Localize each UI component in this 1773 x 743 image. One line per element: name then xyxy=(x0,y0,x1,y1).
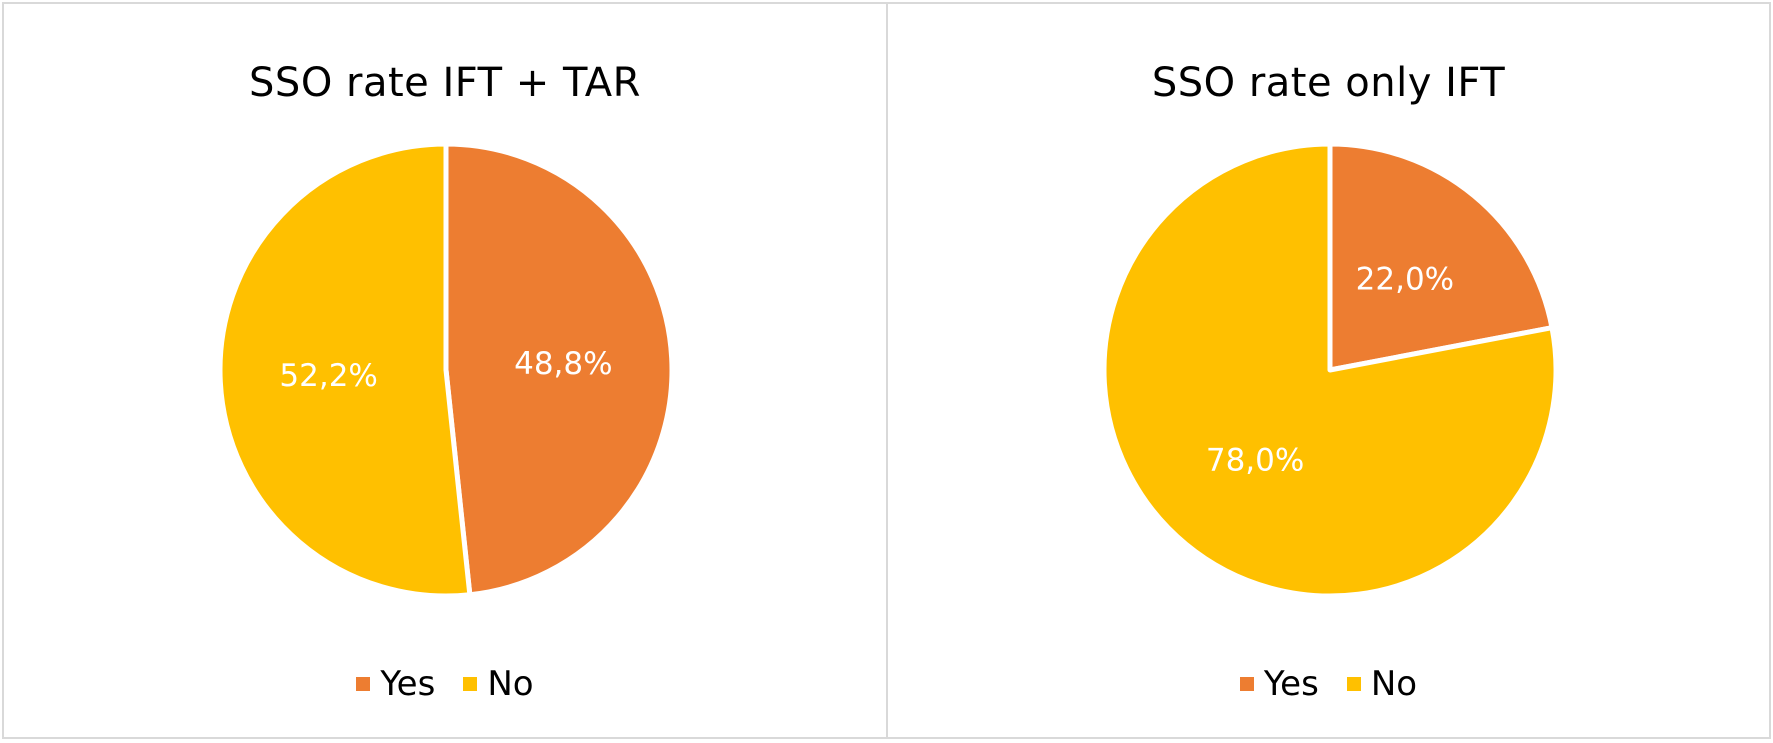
legend-item-yes: Yes xyxy=(356,664,435,704)
pie-slice-no xyxy=(1101,141,1559,599)
legend-item-no: No xyxy=(1346,664,1418,704)
data-label-yes: 48,8% xyxy=(514,346,612,382)
pie-slice-yes xyxy=(443,141,675,598)
legend-swatch-yes xyxy=(356,677,371,691)
legend-label-no: No xyxy=(1370,664,1418,704)
legend-label-yes: Yes xyxy=(1263,664,1319,704)
legend-swatch-no xyxy=(1346,677,1361,691)
chart-legend: Yes No xyxy=(4,664,886,704)
data-label-no: 78,0% xyxy=(1206,443,1304,479)
pie-chart-panel-2: SSO rate only IFT 22,0% 78,0% Yes No xyxy=(886,2,1771,739)
legend-swatch-yes xyxy=(1239,677,1254,691)
data-label-no: 52,2% xyxy=(279,358,377,394)
pie-chart-1: 48,8% 52,2% xyxy=(217,141,675,599)
legend-item-no: No xyxy=(463,664,534,704)
pie-chart-panel-1: SSO rate IFT + TAR 48,8% 52,2% Yes No xyxy=(2,2,888,739)
legend-label-no: No xyxy=(487,664,534,704)
chart-legend: Yes No xyxy=(888,664,1769,704)
legend-label-yes: Yes xyxy=(380,664,436,704)
legend-swatch-no xyxy=(463,677,478,691)
chart-title: SSO rate only IFT xyxy=(1151,60,1506,106)
chart-title: SSO rate IFT + TAR xyxy=(249,60,641,106)
pie-slice-yes xyxy=(1327,141,1555,373)
legend-item-yes: Yes xyxy=(1239,664,1319,704)
data-label-yes: 22,0% xyxy=(1356,261,1454,297)
pie-slice-no xyxy=(217,141,473,599)
pie-chart-2: 22,0% 78,0% xyxy=(1101,141,1559,599)
